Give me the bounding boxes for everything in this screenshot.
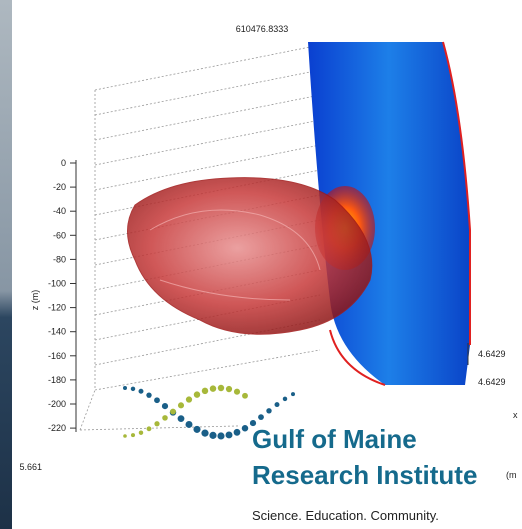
z-tick-label: -120: [48, 303, 66, 313]
logo-dot: [217, 384, 225, 392]
logo-panel-left: [12, 440, 242, 529]
z-tick-label: -180: [48, 375, 66, 385]
logo-panel: [240, 387, 522, 529]
plot-title: 610476.8333: [236, 24, 289, 34]
logo-dot: [242, 392, 248, 399]
z-tick-label: -20: [53, 182, 66, 192]
logo-line1: Gulf of Maine: [252, 424, 417, 454]
logo-line2: Research Institute: [252, 460, 477, 490]
z-tick-label: -80: [53, 254, 66, 264]
logo-dot: [138, 388, 144, 394]
blob-texture: [149, 209, 321, 301]
logo-dot: [258, 414, 264, 421]
logo-dot: [266, 408, 272, 414]
hull-edge: [442, 41, 471, 345]
right-label: 4.6429: [478, 349, 506, 359]
logo-mark: [123, 384, 295, 440]
logo-dot: [170, 408, 176, 415]
z-tick-label: -200: [48, 399, 66, 409]
logo-dot: [130, 433, 136, 438]
logo-dot: [201, 429, 209, 437]
logo-dot: [217, 432, 225, 440]
logo-dot: [138, 430, 144, 435]
logo-dot: [185, 396, 193, 403]
z-tick-label: -40: [53, 206, 66, 216]
logo-dot: [201, 387, 209, 395]
axis-fragment: x: [513, 410, 518, 420]
logo-dot: [274, 402, 280, 408]
logo-dot: [154, 397, 160, 404]
z-tick-label: -140: [48, 327, 66, 337]
box-grid: [79, 44, 471, 431]
logo-dot: [209, 431, 217, 439]
logo-dot: [146, 426, 152, 432]
logo-dot: [123, 434, 127, 438]
red-blob: [127, 177, 373, 335]
logo-dot: [130, 386, 136, 392]
z-tick-label: 0: [61, 158, 66, 168]
logo-dot: [185, 420, 193, 428]
logo-dot: [225, 431, 233, 439]
logo-dot: [162, 415, 168, 421]
logo-dot: [233, 428, 241, 436]
logo-dot: [177, 415, 185, 423]
z-tick-label: -160: [48, 351, 66, 361]
z-tick-label: -60: [53, 230, 66, 240]
corner-label: 5.661: [19, 462, 42, 472]
logo-dot: [282, 396, 288, 402]
z-label: z (m): [30, 290, 40, 311]
right-label: 4.6429: [478, 377, 506, 387]
logo-dot: [193, 425, 201, 433]
z-tick-label: -220: [48, 423, 66, 433]
logo-dot: [177, 402, 185, 409]
logo-tagline: Science. Education. Community.: [252, 508, 439, 523]
logo-dot: [291, 392, 295, 397]
logo-dot: [154, 421, 160, 427]
logo-dot: [233, 388, 241, 395]
logo-dot: [209, 385, 217, 392]
logo-dot: [123, 386, 127, 390]
hull-bottom: [329, 329, 386, 386]
unit-fragment: (m: [506, 470, 517, 480]
z-tick-label: -100: [48, 279, 66, 289]
logo-dot: [146, 392, 152, 398]
logo-dot: [241, 425, 249, 432]
logo-dot: [225, 385, 233, 393]
logo-dot: [249, 419, 257, 427]
logo-dot: [193, 391, 201, 398]
logo-dot: [161, 403, 169, 410]
